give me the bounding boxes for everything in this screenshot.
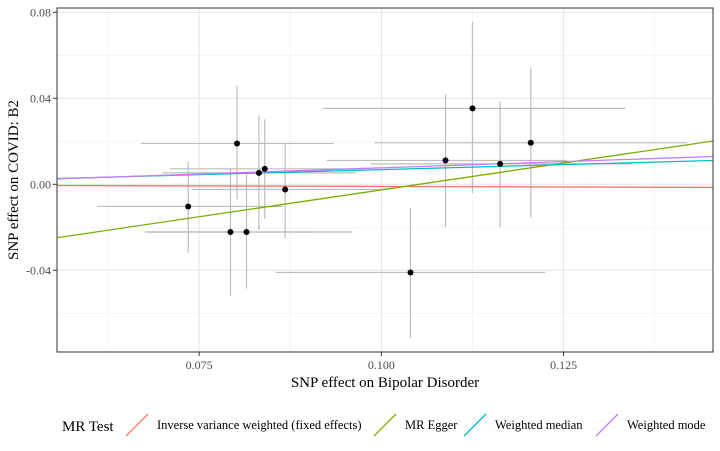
legend-label: Weighted mode: [627, 418, 706, 432]
regression-line: [56, 140, 714, 239]
legend-label: Weighted median: [495, 418, 583, 432]
error-bars: [97, 21, 688, 339]
legend-label: Inverse variance weighted (fixed effects…: [157, 418, 362, 432]
y-tick-label: -0.04: [26, 263, 51, 277]
legend-items: Inverse variance weighted (fixed effects…: [125, 413, 706, 437]
regression-line: [56, 155, 714, 180]
legend: MR Test Inverse variance weighted (fixed…: [62, 413, 706, 437]
legend-key: [595, 413, 619, 437]
legend-item: Inverse variance weighted (fixed effects…: [125, 413, 362, 437]
legend-key: [125, 413, 149, 437]
x-tick-label: 0.075: [186, 358, 213, 372]
regression-line: [56, 184, 714, 189]
data-point: [255, 169, 262, 176]
data-points: [185, 105, 534, 276]
y-tick-label: 0.04: [30, 91, 51, 105]
data-point: [497, 160, 504, 167]
data-point: [243, 229, 250, 236]
data-point: [261, 165, 268, 172]
data-point: [185, 203, 192, 210]
data-point: [527, 139, 534, 146]
axes: 0.075 0.100 0.125 -0.04 0.00 0.04 0.08: [26, 5, 577, 372]
x-tick-label: 0.125: [550, 358, 577, 372]
legend-item: MR Egger: [373, 413, 458, 437]
legend-label: MR Egger: [405, 418, 458, 432]
legend-key: [373, 413, 397, 437]
legend-title: MR Test: [62, 419, 114, 435]
y-tick-label: 0.00: [30, 177, 51, 191]
data-point: [407, 269, 414, 276]
regression-lines: [56, 140, 714, 239]
legend-item: Weighted median: [463, 413, 583, 437]
data-point: [282, 186, 289, 193]
y-axis-title: SNP effect on COVID: B2: [6, 100, 22, 260]
data-point: [442, 157, 449, 164]
panel-border: [56, 7, 714, 353]
data-point: [227, 229, 234, 236]
x-axis-title: SNP effect on Bipolar Disorder: [291, 375, 479, 391]
legend-key: [463, 413, 487, 437]
data-point: [234, 140, 241, 147]
legend-item: Weighted mode: [595, 413, 706, 437]
data-point: [469, 105, 476, 112]
grid: [57, 8, 713, 352]
y-tick-label: 0.08: [30, 5, 51, 19]
x-tick-label: 0.100: [368, 358, 395, 372]
